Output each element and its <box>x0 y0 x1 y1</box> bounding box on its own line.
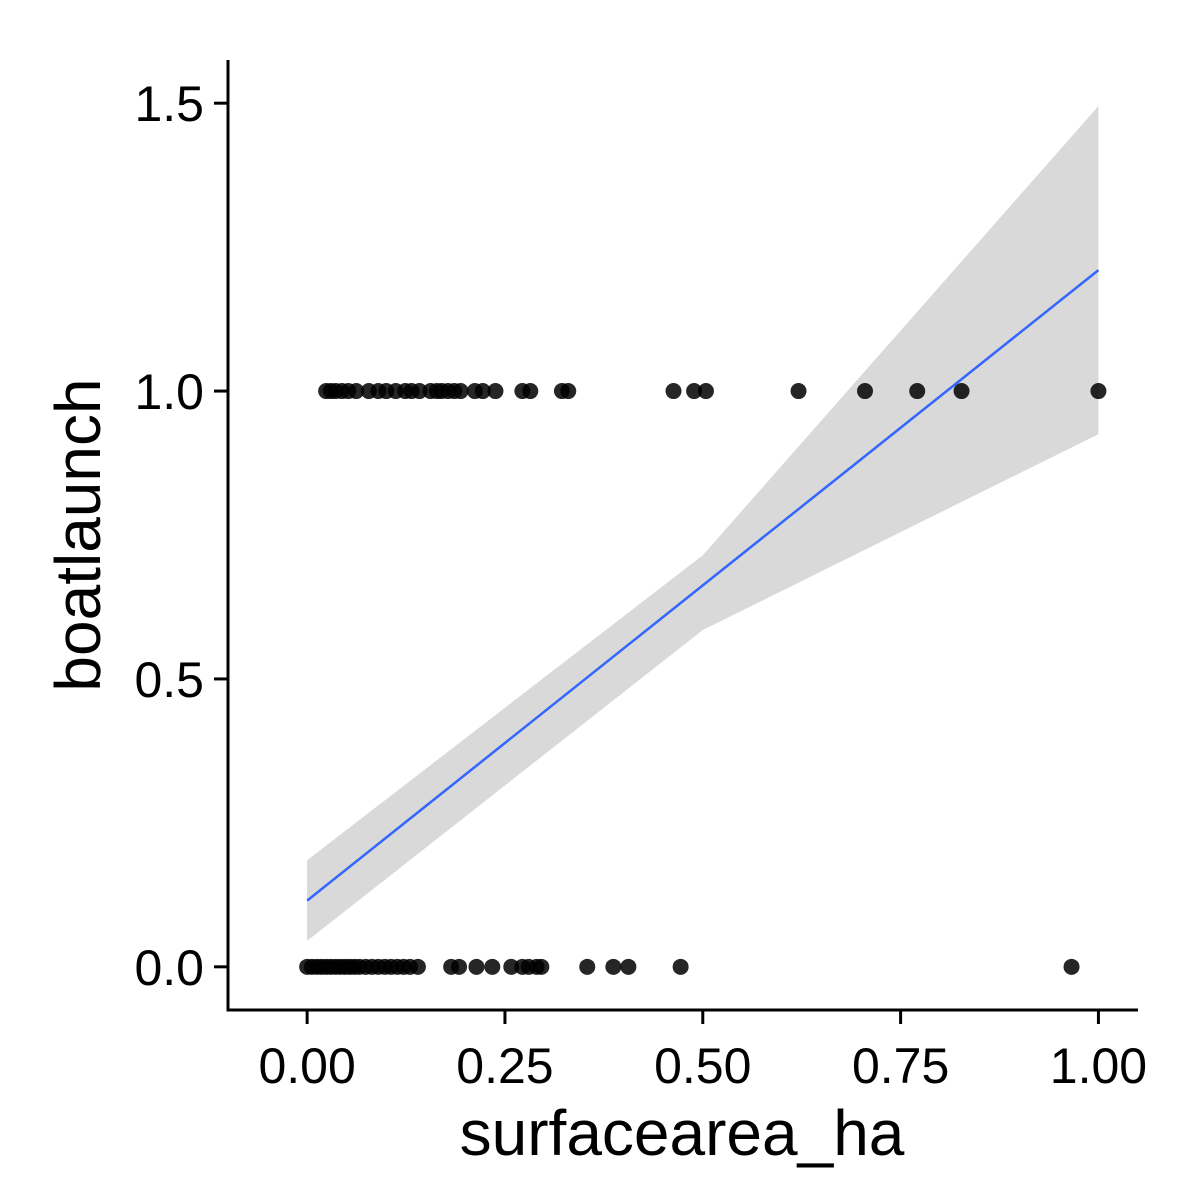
y-axis-title: boatlaunch <box>42 378 114 691</box>
data-point <box>487 383 504 400</box>
x-tick-label: 0.75 <box>852 1038 949 1094</box>
data-point <box>411 383 428 400</box>
data-point <box>672 958 689 975</box>
x-tick-label: 1.00 <box>1050 1038 1147 1094</box>
y-tick-label: 1.5 <box>134 76 204 132</box>
data-point <box>697 383 714 400</box>
data-point <box>484 958 501 975</box>
x-tick-label: 0.00 <box>258 1038 355 1094</box>
data-point <box>348 383 365 400</box>
data-point <box>533 958 550 975</box>
data-point <box>605 958 622 975</box>
data-point <box>857 383 873 400</box>
regression-line <box>306 269 1100 902</box>
x-axis-title: surfacearea_ha <box>460 1097 905 1169</box>
points-layer <box>299 383 1107 975</box>
x-tick-label: 0.25 <box>456 1038 553 1094</box>
y-tick-label: 0.0 <box>134 940 204 996</box>
data-point <box>909 383 926 400</box>
data-point <box>503 958 520 975</box>
x-tick-labels: 0.00 0.25 0.50 0.75 1.00 <box>258 1038 1147 1094</box>
data-point <box>468 958 485 975</box>
data-point <box>620 958 637 975</box>
data-point <box>522 383 539 400</box>
data-point <box>579 958 596 975</box>
data-point <box>1090 383 1107 400</box>
x-tick-label: 0.50 <box>654 1038 751 1094</box>
data-point <box>790 383 807 400</box>
data-point <box>474 383 491 400</box>
axes <box>214 60 1138 1024</box>
confidence-ribbon-layer <box>307 106 1099 941</box>
confidence-band <box>307 106 1099 941</box>
data-point <box>665 383 682 400</box>
data-point <box>451 958 468 975</box>
y-tick-label: 1.0 <box>134 364 204 420</box>
data-point <box>409 958 426 975</box>
y-tick-labels: 0.0 0.5 1.0 1.5 <box>134 76 204 996</box>
data-point <box>953 383 970 400</box>
data-point <box>1063 958 1080 975</box>
data-point <box>452 383 469 400</box>
fit-line-layer <box>306 269 1100 902</box>
y-tick-label: 0.5 <box>134 652 204 708</box>
data-point <box>686 383 703 400</box>
data-point <box>560 383 577 400</box>
